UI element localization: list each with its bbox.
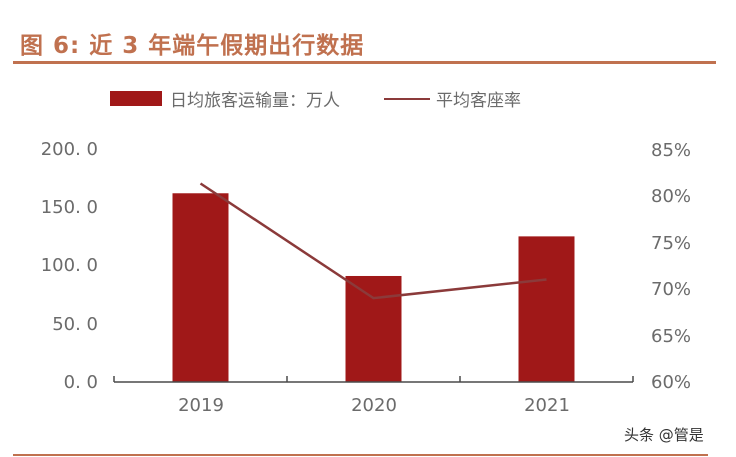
right-tick-label: 70%	[651, 279, 692, 300]
legend-bar-swatch	[110, 91, 162, 106]
bottom-rule	[13, 454, 708, 456]
x-tick-label: 2021	[524, 395, 570, 416]
x-tick-label: 2020	[351, 395, 397, 416]
right-tick-label: 85%	[651, 140, 692, 161]
line-series	[199, 182, 547, 300]
title-underline	[13, 61, 716, 64]
legend-line-label: 平均客座率	[436, 91, 521, 111]
right-tick-label: 65%	[651, 326, 692, 347]
left-tick-label: 200. 0	[40, 139, 98, 160]
left-tick-label: 100. 0	[40, 255, 98, 276]
bar-2021	[518, 236, 575, 382]
right-tick-label: 60%	[651, 372, 692, 393]
left-tick-label: 0. 0	[63, 372, 98, 393]
watermark: 头条 @管是	[624, 426, 704, 444]
left-tick-label: 150. 0	[40, 197, 98, 218]
legend-bar-label: 日均旅客运输量：万人	[170, 91, 340, 111]
bar-2019	[172, 193, 229, 382]
chart-title: 图 6: 近 3 年端午假期出行数据	[20, 33, 365, 59]
bar-2020	[345, 275, 402, 382]
bar-series	[172, 193, 575, 382]
left-tick-label: 50. 0	[52, 314, 98, 335]
legend: 日均旅客运输量：万人 平均客座率	[110, 86, 521, 111]
legend-line-swatch	[384, 97, 430, 100]
right-tick-label: 80%	[651, 186, 692, 207]
x-tick-label: 2019	[178, 395, 224, 416]
right-tick-label: 75%	[651, 233, 692, 254]
